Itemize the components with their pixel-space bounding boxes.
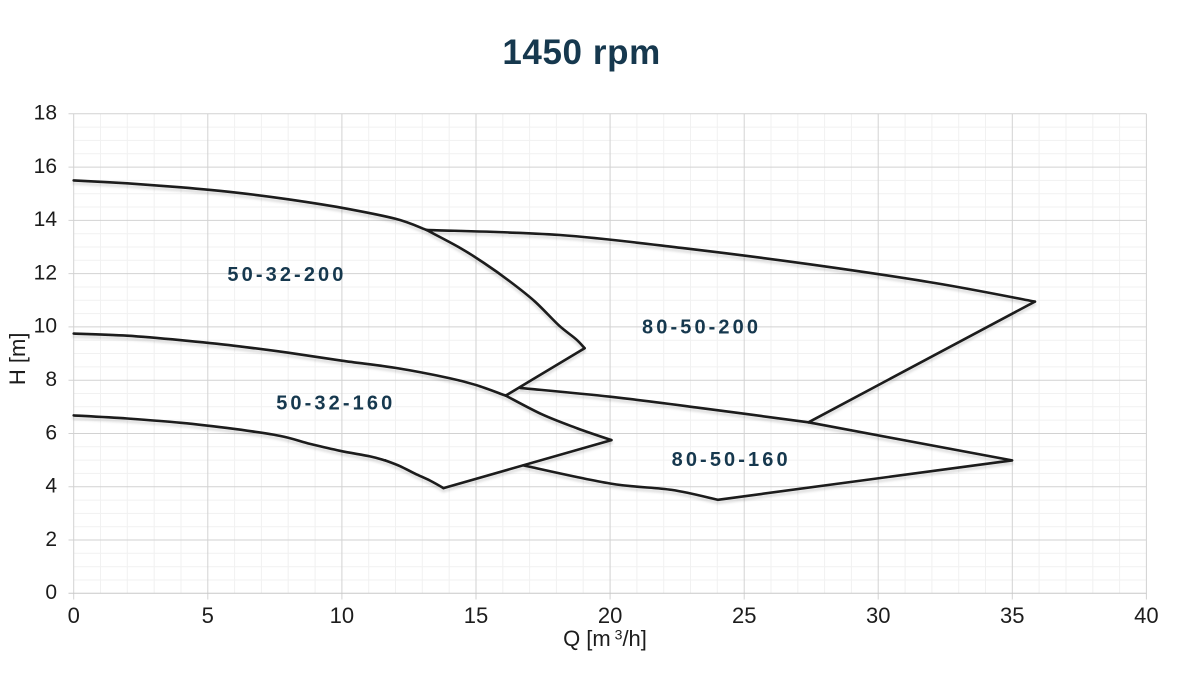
svg-text:16: 16 [34, 155, 57, 178]
svg-text:40: 40 [1134, 603, 1158, 628]
svg-text:14: 14 [34, 208, 58, 231]
svg-text:8: 8 [45, 368, 57, 391]
svg-text:35: 35 [1000, 603, 1024, 628]
svg-text:50-32-200: 50-32-200 [227, 264, 343, 286]
svg-text:30: 30 [866, 603, 890, 628]
svg-text:0: 0 [68, 603, 80, 628]
svg-text:12: 12 [34, 261, 57, 284]
svg-text:50-32-160: 50-32-160 [276, 392, 392, 414]
svg-text:6: 6 [45, 421, 57, 444]
svg-text:10: 10 [330, 603, 354, 628]
svg-text:H [m]: H [m] [5, 333, 30, 386]
svg-text:5: 5 [202, 603, 214, 628]
svg-text:25: 25 [732, 603, 756, 628]
svg-text:80-50-160: 80-50-160 [672, 449, 788, 471]
svg-text:18: 18 [34, 102, 57, 125]
svg-text:4: 4 [45, 475, 57, 498]
svg-text:80-50-200: 80-50-200 [642, 317, 758, 339]
svg-text:20: 20 [598, 603, 622, 628]
svg-text:10: 10 [34, 315, 57, 338]
svg-text:15: 15 [464, 603, 488, 628]
svg-text:2: 2 [45, 528, 57, 551]
svg-text:Q [m 3/h]: Q [m 3/h] [563, 626, 647, 651]
svg-text:0: 0 [45, 581, 57, 604]
svg-text:1450 rpm: 1450 rpm [502, 33, 661, 72]
